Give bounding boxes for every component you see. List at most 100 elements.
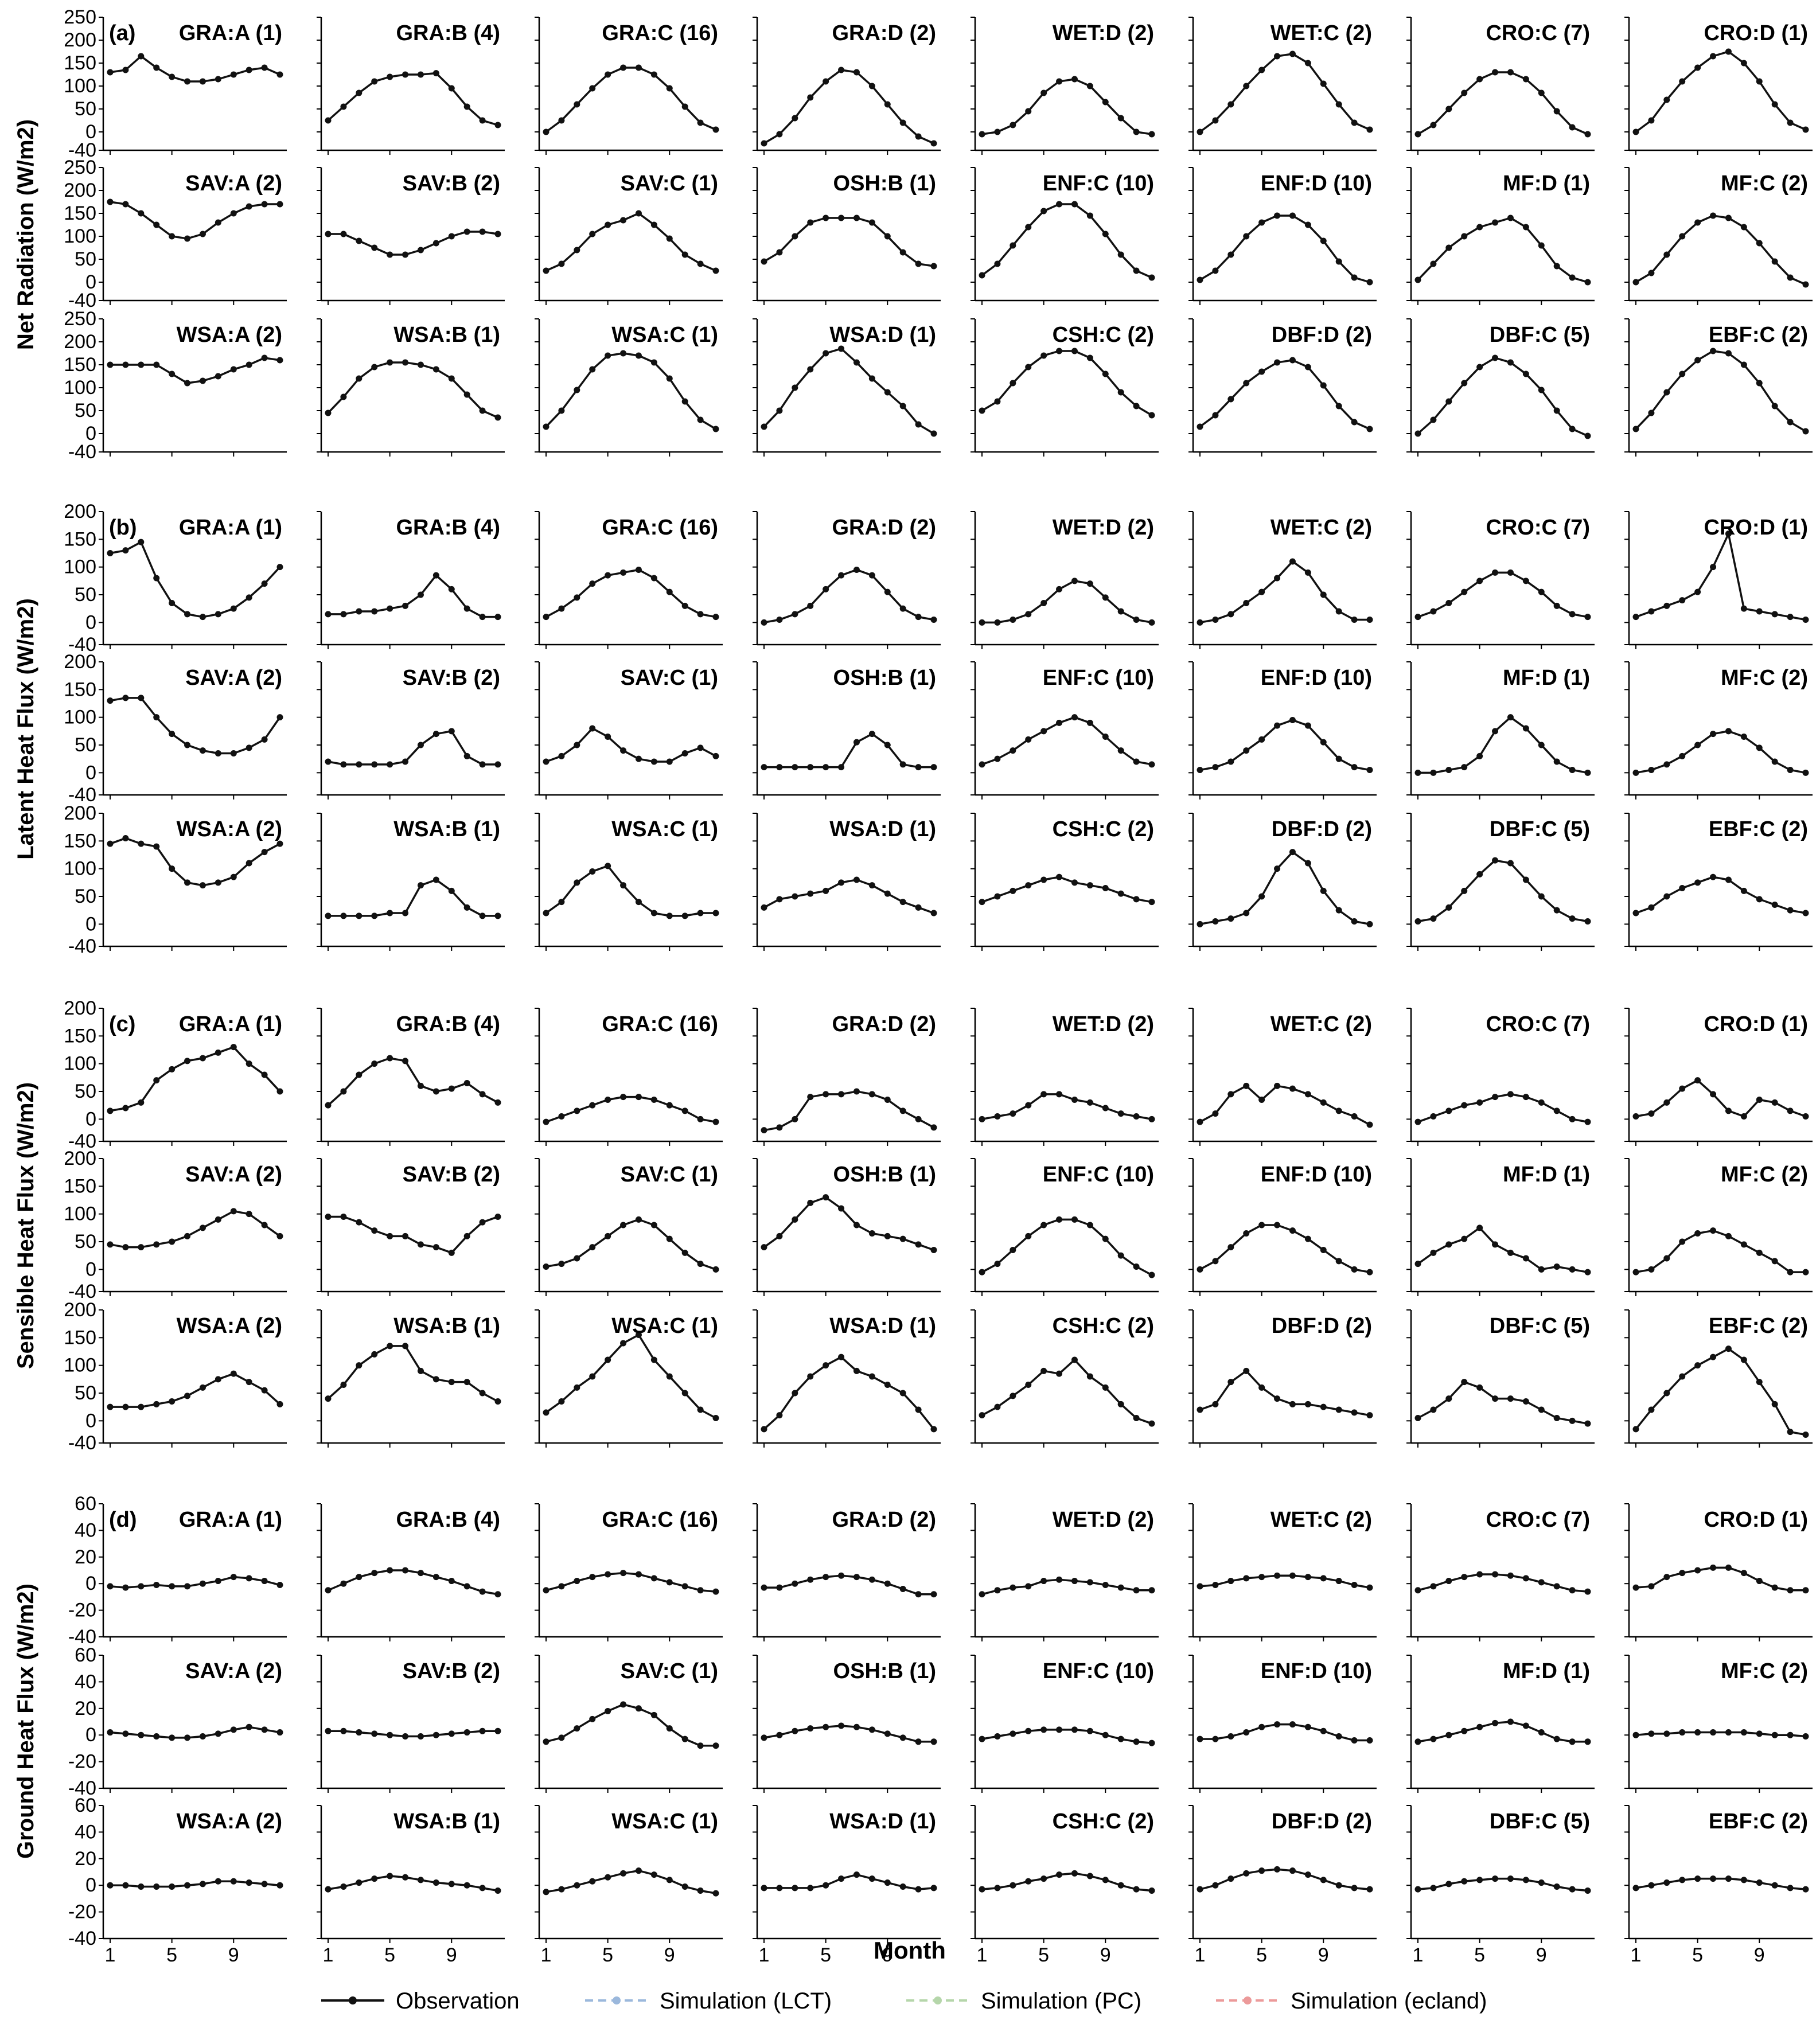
series-line-observation [1199,719,1370,771]
data-point-observation [776,896,783,903]
data-point-observation [417,1877,424,1883]
x-tick-label: 1 [323,1944,334,1966]
data-point-observation [1227,758,1234,765]
data-point-observation [666,1877,673,1883]
panel-title: SAV:C (1) [621,1659,718,1683]
panel-title: ENF:C (10) [1043,666,1154,690]
data-point-observation [994,1885,1001,1891]
data-point-observation [1710,1354,1717,1360]
y-tick-label: -40 [68,441,96,463]
data-point-observation [776,1233,783,1239]
series-line-observation [1199,53,1370,133]
data-point-observation [1632,1269,1639,1276]
data-point-observation [1787,419,1794,426]
y-axis-label: Net Radiation (W/m2) [13,119,38,350]
data-point-observation [1414,1118,1421,1125]
panel-title: WSA:D (1) [829,323,936,347]
data-point-observation [558,1261,565,1268]
series-line-observation [328,730,498,766]
data-point-observation [1227,396,1234,403]
data-point-observation [1725,728,1732,735]
data-point-observation [1663,96,1670,103]
data-point-observation [838,1091,845,1098]
data-point-observation [199,1224,206,1231]
data-point-observation [1197,1266,1203,1273]
data-point-observation [1740,361,1747,368]
data-point-observation [1710,1091,1717,1098]
data-point-observation [620,569,627,576]
data-point-observation [884,1730,891,1737]
data-point-observation [1632,1731,1639,1738]
chart-panel: WET:D (2) [971,511,1159,649]
data-point-observation [899,1235,906,1242]
data-point-observation [1086,1222,1093,1228]
data-point-observation [387,1873,393,1879]
data-point-observation [1445,1107,1452,1114]
data-point-observation [463,904,470,911]
data-point-observation [1258,1723,1265,1730]
data-point-observation [122,835,129,841]
data-point-observation [1148,899,1155,906]
series-line-observation [110,201,280,240]
data-point-observation [1071,348,1078,354]
data-point-observation [792,384,798,391]
data-point-observation [868,1576,875,1583]
panel-title: WET:D (2) [1053,516,1154,540]
data-point-observation [387,910,393,916]
data-point-observation [1212,1258,1219,1265]
series-line-observation [110,1575,280,1589]
data-point-observation [853,1871,860,1878]
data-point-observation [930,617,937,623]
data-point-observation [605,1571,611,1578]
data-point-observation [853,1367,860,1374]
series-line-observation [1200,1723,1370,1742]
group-label: (c) [109,1012,135,1036]
data-point-observation [1445,904,1452,911]
data-point-observation [1040,89,1047,96]
data-point-observation [1787,1107,1794,1114]
panel-title: WSA:A (2) [177,1809,282,1834]
data-point-observation [605,572,611,579]
data-point-observation [823,1362,829,1369]
data-point-observation [1056,1370,1063,1377]
series-line-observation [764,732,934,769]
data-point-observation [899,899,906,906]
data-point-observation [371,1351,378,1358]
data-point-observation [915,133,922,140]
panel-title: MF:D (1) [1503,1659,1590,1683]
y-tick-label: 0 [85,762,96,783]
data-point-observation [122,1403,129,1410]
data-point-observation [1663,1730,1670,1737]
panel-title: WSA:C (1) [611,817,718,841]
data-point-observation [1274,53,1281,60]
data-point-observation [899,1390,906,1397]
panel-title: WSA:D (1) [829,1314,936,1338]
data-point-observation [1025,882,1032,889]
data-point-observation [1274,1866,1281,1873]
data-point-observation [153,1733,160,1740]
y-tick-label: 60 [75,1644,96,1666]
data-point-observation [605,221,611,228]
data-point-observation [1522,76,1529,83]
data-point-observation [712,1415,719,1421]
data-point-observation [1584,131,1591,138]
panel-title: CRO:C (7) [1486,516,1590,540]
data-point-observation [215,611,221,618]
data-point-observation [1335,403,1342,410]
series-line-observation [763,1356,935,1430]
data-point-observation [1507,860,1514,867]
panel-title: WSA:B (1) [393,323,500,347]
data-point-observation [712,1742,719,1749]
x-tick-label: 1 [105,1944,116,1966]
data-point-observation [1351,617,1358,623]
data-point-observation [494,614,501,621]
data-point-observation [650,221,657,228]
data-point-observation [1648,767,1655,773]
chart-panel: MF:C (2) [1624,1158,1813,1296]
panel-title: CRO:D (1) [1704,1508,1808,1532]
series-line-observation [981,203,1152,279]
data-point-observation [340,231,347,237]
data-point-observation [853,567,860,573]
